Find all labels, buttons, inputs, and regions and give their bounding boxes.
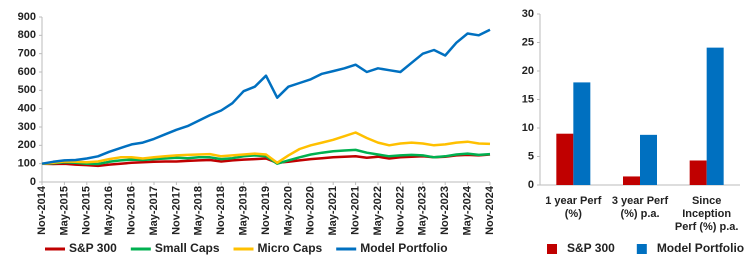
x-tick-label: May-2024 <box>462 185 474 235</box>
bar <box>573 82 591 185</box>
x-tick-label: Nov-2022 <box>394 186 406 235</box>
x-tick-label: May-2015 <box>58 186 70 236</box>
y-tick-label: 0 <box>30 176 36 188</box>
bar <box>556 133 574 185</box>
x-tick-label: May-2019 <box>238 186 250 236</box>
legend-swatch <box>636 244 647 254</box>
y-tick-label: 200 <box>18 139 36 151</box>
y-tick-label: 20 <box>522 65 534 77</box>
y-tick-label: 400 <box>18 103 36 115</box>
bar <box>640 134 657 185</box>
legend-label: Model Portfolio <box>657 241 744 255</box>
y-tick-label: 900 <box>18 11 36 23</box>
legend-swatch <box>547 244 557 254</box>
legend-label: Small Caps <box>155 241 220 255</box>
line-series <box>41 153 491 168</box>
y-tick-label: 10 <box>522 122 534 134</box>
y-tick-label: 300 <box>18 121 36 133</box>
line-series <box>41 131 491 165</box>
x-tick-label: May-2018 <box>193 186 205 236</box>
x-tick-label: Nov-2021 <box>350 186 362 235</box>
x-tick-label: Nov-2024 <box>484 185 496 235</box>
legend-label: S&P 300 <box>567 241 615 255</box>
y-tick-label: 30 <box>522 8 534 20</box>
y-tick-label: 0 <box>528 179 534 191</box>
y-tick-label: 5 <box>528 150 534 162</box>
x-tick-label: Nov-2015 <box>81 186 93 235</box>
x-tick-label: May-2017 <box>148 186 160 236</box>
x-tick-label: 1 year Perf (%) <box>545 195 602 220</box>
x-tick-label: Since Inception Perf (%) p.a. <box>674 195 739 233</box>
y-tick-label: 800 <box>18 29 36 41</box>
x-tick-label: Nov-2016 <box>126 186 138 235</box>
x-tick-label: Nov-2014 <box>36 185 48 235</box>
y-tick-label: 100 <box>18 158 36 170</box>
bar <box>689 160 707 185</box>
x-tick-label: 3 year Perf (%) p.a. <box>611 195 669 220</box>
x-tick-label: Nov-2023 <box>439 186 451 235</box>
x-tick-label: May-2023 <box>417 186 429 236</box>
x-tick-label: May-2022 <box>372 186 384 236</box>
x-tick-label: Nov-2018 <box>215 186 227 235</box>
legend-label: Model Portfolio <box>360 241 447 255</box>
legend-label: S&P 300 <box>69 241 117 255</box>
line-series <box>41 28 491 165</box>
y-tick-label: 600 <box>18 66 36 78</box>
x-tick-label: Nov-2020 <box>305 186 317 235</box>
y-tick-label: 700 <box>18 48 36 60</box>
y-tick-label: 15 <box>522 93 534 105</box>
bar <box>706 47 724 185</box>
bar <box>623 176 640 185</box>
x-tick-label: May-2016 <box>103 186 115 236</box>
x-tick-label: Nov-2017 <box>170 186 182 235</box>
x-tick-label: May-2021 <box>327 186 339 236</box>
y-tick-label: 500 <box>18 84 36 96</box>
legend-label: Micro Caps <box>258 241 323 255</box>
x-tick-label: Nov-2019 <box>260 186 272 235</box>
x-tick-label: May-2020 <box>282 186 294 236</box>
y-tick-label: 25 <box>522 36 534 48</box>
line-series <box>41 148 491 166</box>
